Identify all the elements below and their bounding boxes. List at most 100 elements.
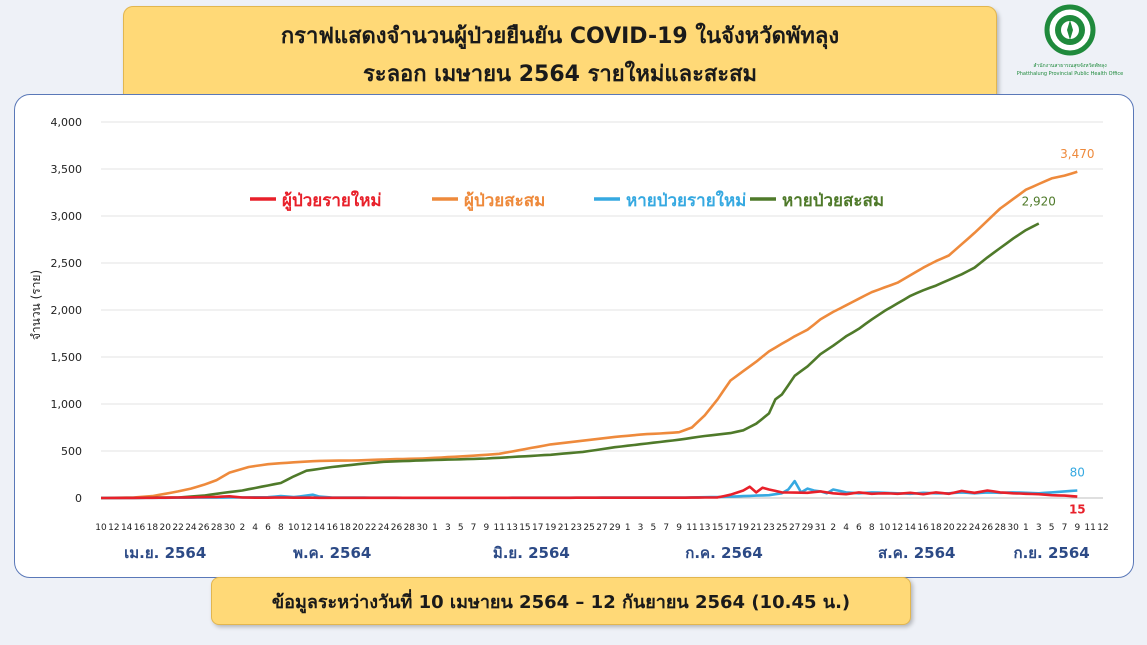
x-tick-label: 1	[432, 523, 438, 533]
x-tick-label: 3	[445, 523, 451, 533]
logo-org-th: สำนักงานสาธารณสุขจังหวัดพัทลุง	[1033, 63, 1107, 69]
x-tick-label: 18	[147, 523, 159, 533]
x-tick-label: 16	[917, 523, 929, 533]
x-tick-label: 28	[404, 523, 416, 533]
x-tick-label: 18	[339, 523, 351, 533]
y-tick-label: 3,500	[51, 163, 83, 176]
x-tick-label: 28	[211, 523, 223, 533]
y-tick-label: 0	[75, 492, 82, 505]
x-tick-label: 25	[776, 523, 787, 533]
x-tick-label: 21	[558, 523, 569, 533]
x-tick-label: 5	[651, 523, 657, 533]
x-tick-label: 3	[1036, 523, 1042, 533]
x-tick-label: 6	[265, 523, 271, 533]
end-labels: 15 3,470 80 2,920	[1022, 147, 1095, 517]
x-tick-label: 15	[519, 523, 530, 533]
x-tick-label: 4	[843, 523, 849, 533]
date-range-note: ข้อมูลระหว่างวันที่ 10 เมษายน 2564 – 12 …	[271, 591, 851, 613]
x-tick-label: 12	[108, 523, 119, 533]
x-tick-label: 1	[625, 523, 631, 533]
x-tick-label: 29	[802, 523, 814, 533]
x-tick-label: 12	[1097, 523, 1108, 533]
x-tick-label: 7	[471, 523, 477, 533]
x-tick-label: 25	[583, 523, 594, 533]
series-end-label: 80	[1070, 465, 1085, 479]
x-tick-label: 7	[1062, 523, 1068, 533]
x-tick-label: 2	[239, 523, 245, 533]
y-tick-label: 1,000	[51, 398, 83, 411]
x-tick-label: 8	[869, 523, 875, 533]
x-tick-label: 31	[815, 523, 826, 533]
x-tick-label: 11	[1084, 523, 1095, 533]
x-tick-label: 16	[134, 523, 146, 533]
x-tick-label: 14	[905, 523, 917, 533]
x-tick-label: 7	[663, 523, 669, 533]
x-tick-label: 12	[301, 523, 312, 533]
x-tick-label: 27	[789, 523, 800, 533]
x-tick-label: 29	[609, 523, 621, 533]
y-tick-label: 500	[61, 445, 82, 458]
x-tick-label: 30	[416, 523, 428, 533]
x-tick-label: 21	[750, 523, 761, 533]
x-tick-label: 30	[224, 523, 236, 533]
x-tick-label: 2	[830, 523, 836, 533]
x-tick-label: 13	[506, 523, 517, 533]
x-tick-label: 10	[879, 523, 891, 533]
month-label: เม.ย. 2564	[124, 544, 206, 562]
x-tick-label: 24	[185, 523, 197, 533]
y-tick-label: 4,000	[51, 116, 83, 129]
x-tick-label: 26	[391, 523, 403, 533]
x-tick-label: 1	[1023, 523, 1029, 533]
date-range-banner: ข้อมูลระหว่างวันที่ 10 เมษายน 2564 – 12 …	[211, 577, 911, 625]
x-tick-label: 12	[892, 523, 903, 533]
series-lines	[100, 170, 1078, 500]
x-tick-label: 9	[484, 523, 490, 533]
y-tick-label: 2,000	[51, 304, 83, 317]
y-tick-label: 1,500	[51, 351, 83, 364]
x-axis-ticks: 10 12 14 16 18 20 22 24 26 28 30 2 4 6 8 10 12 14 16 18 20 22…	[95, 523, 1108, 533]
x-tick-label: 13	[699, 523, 710, 533]
logo-org-en: Phatthalung Provincial Public Health Off…	[1017, 71, 1124, 77]
series-end-label: 2,920	[1022, 195, 1056, 209]
x-tick-label: 26	[982, 523, 994, 533]
moph-seal-icon: สำนักงานสาธารณสุขจังหวัดพัทลุง Phatthalu…	[1017, 4, 1124, 77]
x-tick-label: 18	[930, 523, 942, 533]
x-tick-label: 14	[314, 523, 326, 533]
x-tick-label: 9	[1074, 523, 1080, 533]
x-tick-label: 22	[365, 523, 376, 533]
legend-label: ผู้ป่วยรายใหม่	[282, 190, 382, 212]
legend-label: ผู้ป่วยสะสม	[464, 191, 545, 212]
x-tick-label: 19	[545, 523, 557, 533]
series-end-label: 3,470	[1060, 147, 1094, 161]
x-tick-label: 30	[1007, 523, 1019, 533]
x-tick-label: 20	[943, 523, 955, 533]
x-tick-label: 11	[494, 523, 505, 533]
x-tick-label: 24	[969, 523, 981, 533]
y-tick-label: 2,500	[51, 257, 83, 270]
y-axis-ticks: 0 500 1,000 1,500 2,000 2,500 3,000 3,500 4,000	[51, 116, 83, 505]
legend-label: หายป่วยสะสม	[782, 191, 884, 211]
x-tick-label: 20	[352, 523, 364, 533]
month-label: ก.ย. 2564	[1013, 544, 1089, 562]
x-tick-label: 16	[327, 523, 339, 533]
x-tick-label: 28	[995, 523, 1007, 533]
x-tick-label: 19	[738, 523, 750, 533]
month-labels: เม.ย. 2564 พ.ค. 2564 มิ.ย. 2564 ก.ค. 2564 ส.…	[124, 544, 1090, 562]
x-tick-label: 22	[956, 523, 967, 533]
x-tick-label: 23	[571, 523, 582, 533]
x-tick-label: 10	[288, 523, 300, 533]
x-tick-label: 11	[686, 523, 697, 533]
x-tick-label: 6	[856, 523, 862, 533]
x-tick-label: 14	[121, 523, 133, 533]
x-tick-label: 9	[676, 523, 682, 533]
x-tick-label: 10	[95, 523, 107, 533]
x-tick-label: 15	[712, 523, 723, 533]
series-line	[101, 222, 1040, 500]
x-tick-label: 17	[725, 523, 736, 533]
x-tick-label: 3	[638, 523, 644, 533]
series-line	[100, 170, 1078, 500]
x-tick-label: 26	[198, 523, 210, 533]
month-label: ก.ค. 2564	[685, 544, 762, 562]
month-label: มิ.ย. 2564	[493, 544, 570, 562]
legend-label: หายป่วยรายใหม่	[626, 190, 746, 211]
